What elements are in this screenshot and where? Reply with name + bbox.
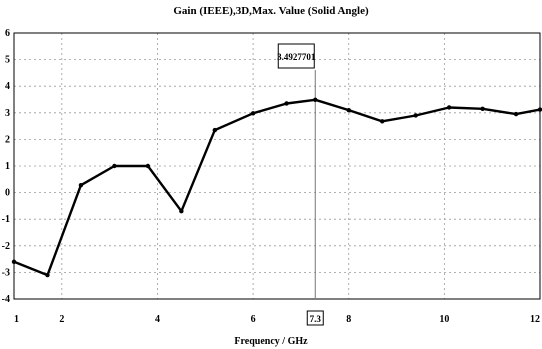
y-tick-label: 6 — [5, 28, 10, 39]
x-tick-label: 1 — [14, 314, 19, 325]
data-point — [480, 106, 485, 112]
marker-value-label: 3.4927701 — [277, 52, 316, 62]
data-point — [78, 182, 84, 188]
data-point — [537, 107, 542, 112]
y-tick-label: 2 — [5, 134, 10, 145]
y-tick-label: -2 — [2, 241, 10, 252]
x-tick-label: 4 — [155, 314, 160, 325]
marker-x-label: 7.3 — [310, 314, 322, 324]
y-tick-label: 5 — [5, 55, 10, 66]
y-tick-label: -1 — [2, 214, 10, 225]
x-axis-label: Frequency / GHz — [234, 336, 308, 347]
data-point — [11, 259, 17, 264]
x-tick-label: 12 — [530, 314, 540, 325]
frequency-marker[interactable]: 3.4927701 7.3 — [277, 43, 324, 326]
x-tick-label: 8 — [346, 314, 351, 325]
series-line — [13, 98, 541, 277]
marker-x-box — [306, 310, 324, 326]
plot-area-frame — [13, 32, 541, 300]
data-point — [346, 107, 351, 113]
data-point — [513, 111, 519, 117]
y-tick-label: -4 — [2, 294, 10, 305]
data-point — [212, 127, 218, 133]
data-point — [313, 97, 318, 102]
y-tick-label: 0 — [5, 188, 10, 199]
data-point — [446, 105, 452, 110]
data-point — [250, 111, 256, 116]
x-tick-label: 2 — [59, 314, 64, 325]
marker-value-box — [277, 43, 315, 69]
gain-series — [11, 97, 542, 278]
x-tick-label: 10 — [439, 314, 449, 325]
y-tick-label: 4 — [5, 81, 10, 92]
data-point — [179, 209, 184, 214]
data-point — [413, 113, 418, 118]
x-tick-label: 6 — [251, 314, 256, 325]
grid — [14, 33, 540, 299]
data-point — [284, 101, 289, 106]
y-tick-label: -3 — [2, 267, 10, 278]
data-point — [145, 163, 151, 169]
data-point — [112, 163, 117, 169]
data-point — [45, 272, 50, 278]
chart-title: Gain (IEEE),3D,Max. Value (Solid Angle) — [173, 5, 369, 17]
y-tick-label: 1 — [5, 161, 10, 172]
y-tick-label: 3 — [5, 108, 10, 119]
data-point — [380, 119, 385, 124]
